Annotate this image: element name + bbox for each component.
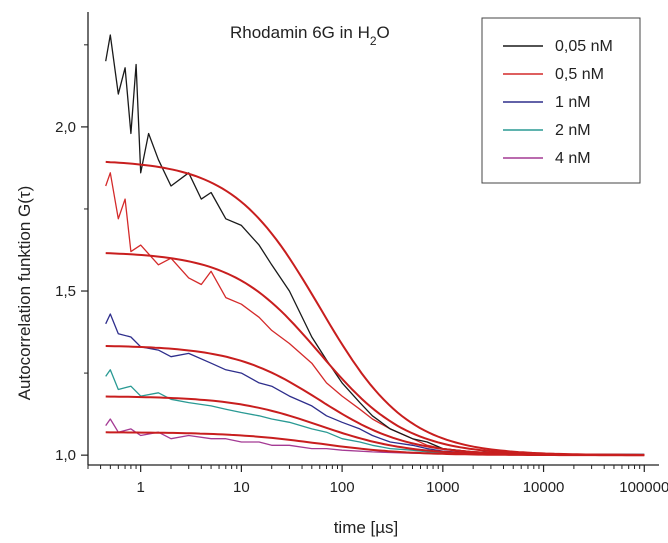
x-tick-label: 100 bbox=[330, 479, 355, 496]
y-axis-title: Autocorrelation funktion G(τ) bbox=[15, 186, 34, 401]
series-line bbox=[105, 369, 645, 456]
y-axis-ticks: 1,0 1,5 2,0 bbox=[55, 44, 88, 464]
legend-label: 1 nM bbox=[555, 94, 591, 111]
x-tick-label: 10 bbox=[233, 479, 250, 496]
x-tick-label: 10000 bbox=[523, 479, 565, 496]
x-tick-label: 1 bbox=[136, 479, 144, 496]
x-axis-ticks: 1 10 100 1000 10000 100000 bbox=[87, 465, 668, 496]
series-line bbox=[105, 172, 645, 456]
x-axis-title: time [µs] bbox=[334, 518, 399, 537]
legend-label: 0,05 nM bbox=[555, 38, 613, 55]
y-tick-label: 2,0 bbox=[55, 119, 76, 136]
x-tick-label: 1000 bbox=[426, 479, 459, 496]
plot-area: 1 10 100 1000 10000 100000 1,0 1,5 2,0 bbox=[55, 12, 668, 496]
legend-label: 2 nM bbox=[555, 122, 591, 139]
x-tick-label: 100000 bbox=[619, 479, 668, 496]
legend-label: 0,5 nM bbox=[555, 66, 604, 83]
fit-curves-group bbox=[105, 160, 645, 457]
y-tick-label: 1,5 bbox=[55, 283, 76, 300]
series-line bbox=[105, 34, 645, 456]
chart-annotation: Rhodamin 6G in H2O bbox=[230, 23, 390, 48]
fit-curve bbox=[105, 345, 645, 457]
y-tick-label: 1,0 bbox=[55, 447, 76, 464]
legend-label: 4 nM bbox=[555, 150, 591, 167]
legend: 0,05 nM 0,5 nM 1 nM 2 nM 4 nM bbox=[481, 17, 641, 184]
fit-curve bbox=[105, 431, 645, 457]
